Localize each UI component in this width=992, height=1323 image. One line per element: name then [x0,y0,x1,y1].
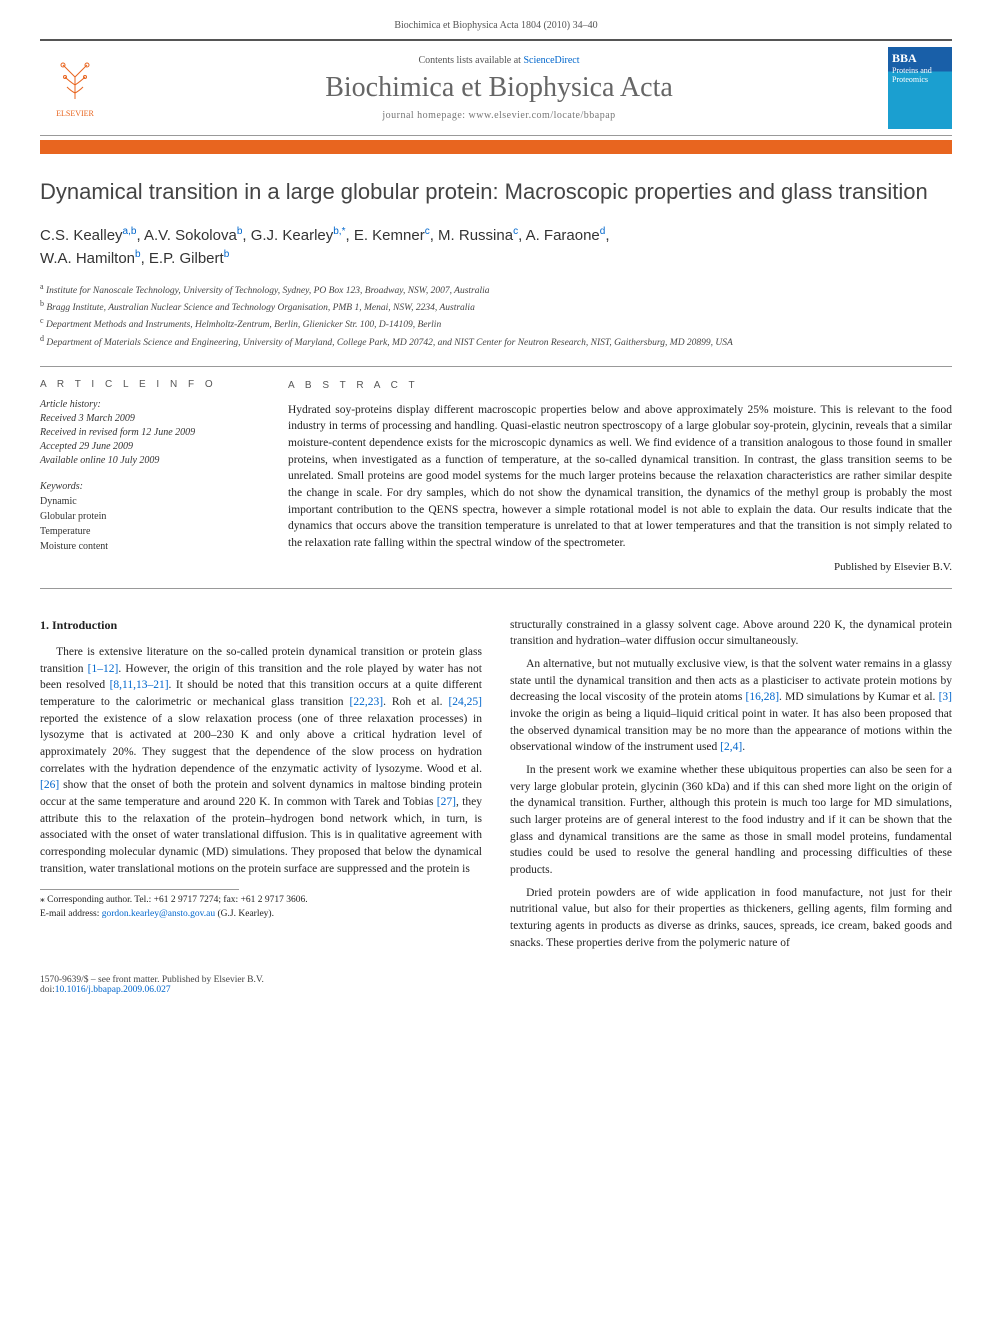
contents-line: Contents lists available at ScienceDirec… [110,55,888,66]
citation-link[interactable]: [26] [40,779,59,791]
info-abstract-row: A R T I C L E I N F O Article history: R… [40,366,952,588]
front-matter-line: 1570-9639/$ – see front matter. Publishe… [40,975,264,985]
author: , A. Faraone [518,227,600,244]
published-by: Published by Elsevier B.V. [288,560,952,576]
body-text: 1. Introduction There is extensive liter… [40,617,952,958]
citation-link[interactable]: [27] [437,796,456,808]
journal-header-bar: ELSEVIER Contents lists available at Sci… [40,39,952,136]
affiliation-a: a Institute for Nanoscale Technology, Un… [40,281,952,298]
affiliation-text: Department of Materials Science and Engi… [46,338,732,348]
info-heading: A R T I C L E I N F O [40,379,260,390]
email-suffix: (G.J. Kearley). [215,909,274,919]
text-run: show that the onset of both the protein … [40,779,482,808]
abstract-column: A B S T R A C T Hydrated soy-proteins di… [288,379,952,575]
keyword: Moisture content [40,539,260,554]
body-paragraph: In the present work we examine whether t… [510,762,952,879]
author: , A.V. Sokolova [136,227,236,244]
author: , G.J. Kearley [242,227,333,244]
author: , E. Kemner [346,227,425,244]
affiliation-b: b Bragg Institute, Australian Nuclear Sc… [40,298,952,315]
body-paragraph: structurally constrained in a glassy sol… [510,617,952,650]
page-footer: 1570-9639/$ – see front matter. Publishe… [40,975,952,995]
history-label: Article history: [40,398,260,412]
author-affil-mark: a,b [123,226,137,237]
corresponding-footnote: ⁎ Corresponding author. Tel.: +61 2 9717… [40,894,482,921]
text-run: . MD simulations by Kumar et al. [779,691,939,703]
doi-line: doi:10.1016/j.bbapap.2009.06.027 [40,985,264,995]
cover-abbrev: BBA [892,51,948,66]
doi-prefix: doi: [40,985,55,995]
journal-name: Biochimica et Biophysica Acta [110,72,888,104]
running-header: Biochimica et Biophysica Acta 1804 (2010… [40,20,952,31]
author-sep: , [605,227,609,244]
accent-bar [40,140,952,154]
citation-link[interactable]: [1–12] [88,663,119,675]
affiliation-text: Bragg Institute, Australian Nuclear Scie… [46,303,474,313]
article-info-column: A R T I C L E I N F O Article history: R… [40,379,260,575]
article-title: Dynamical transition in a large globular… [40,178,952,206]
text-run: reported the existence of a slow relaxat… [40,713,482,775]
elsevier-label: ELSEVIER [56,109,94,118]
affiliation-d: d Department of Materials Science and En… [40,333,952,350]
author: W.A. Hamilton [40,250,135,267]
journal-header-center: Contents lists available at ScienceDirec… [110,55,888,121]
keywords-list: Dynamic Globular protein Temperature Moi… [40,494,260,554]
abstract-heading: A B S T R A C T [288,379,952,394]
text-run: . [742,741,745,753]
keywords-label: Keywords: [40,480,260,494]
history-revised: Received in revised form 12 June 2009 [40,426,260,440]
author-affil-mark: b [224,249,230,260]
affiliation-text: Department Methods and Instruments, Helm… [46,320,441,330]
citation-link[interactable]: [16,28] [746,691,780,703]
affiliation-c: c Department Methods and Instruments, He… [40,315,952,332]
sciencedirect-link[interactable]: ScienceDirect [523,55,579,66]
keyword: Dynamic [40,494,260,509]
keyword: Temperature [40,524,260,539]
history-received: Received 3 March 2009 [40,412,260,426]
article-history: Article history: Received 3 March 2009 R… [40,398,260,468]
email-link[interactable]: gordon.kearley@ansto.gov.au [102,909,215,919]
journal-cover-thumb: BBA Proteins and Proteomics [888,47,952,129]
author-affil-mark: b, [333,226,341,237]
abstract-text: Hydrated soy-proteins display different … [288,402,952,552]
affiliation-text: Institute for Nanoscale Technology, Univ… [46,286,490,296]
body-paragraph: There is extensive literature on the so-… [40,644,482,877]
journal-homepage: journal homepage: www.elsevier.com/locat… [110,110,888,121]
footer-left: 1570-9639/$ – see front matter. Publishe… [40,975,264,995]
keyword: Globular protein [40,509,260,524]
body-paragraph: Dried protein powders are of wide applic… [510,885,952,952]
keywords-block: Keywords: Dynamic Globular protein Tempe… [40,480,260,554]
history-accepted: Accepted 29 June 2009 [40,440,260,454]
elsevier-tree-icon [53,59,97,109]
citation-link[interactable]: [8,11,13–21] [110,679,169,691]
citation-link[interactable]: [22,23] [350,696,384,708]
section-heading: 1. Introduction [40,617,482,634]
author: , M. Russina [430,227,513,244]
citation-link[interactable]: [2,4] [720,741,742,753]
author: , E.P. Gilbert [141,250,224,267]
body-paragraph: An alternative, but not mutually exclusi… [510,656,952,756]
text-run: . Roh et al. [383,696,448,708]
citation-link[interactable]: [24,25] [448,696,482,708]
contents-prefix: Contents lists available at [418,55,523,66]
history-online: Available online 10 July 2009 [40,454,260,468]
email-label: E-mail address: [40,909,102,919]
author: C.S. Kealley [40,227,123,244]
citation-link[interactable]: [3] [939,691,952,703]
elsevier-logo: ELSEVIER [40,53,110,123]
cover-subtitle: Proteins and Proteomics [892,66,948,84]
footnote-separator [40,889,239,890]
authors-list: C.S. Kealleya,b, A.V. Sokolova b , G.J. Ke… [40,224,952,271]
doi-link[interactable]: 10.1016/j.bbapap.2009.06.027 [55,985,171,995]
affiliations: a Institute for Nanoscale Technology, Un… [40,281,952,351]
corresponding-line: ⁎ Corresponding author. Tel.: +61 2 9717… [40,894,482,907]
corresponding-email-line: E-mail address: gordon.kearley@ansto.gov… [40,908,482,921]
